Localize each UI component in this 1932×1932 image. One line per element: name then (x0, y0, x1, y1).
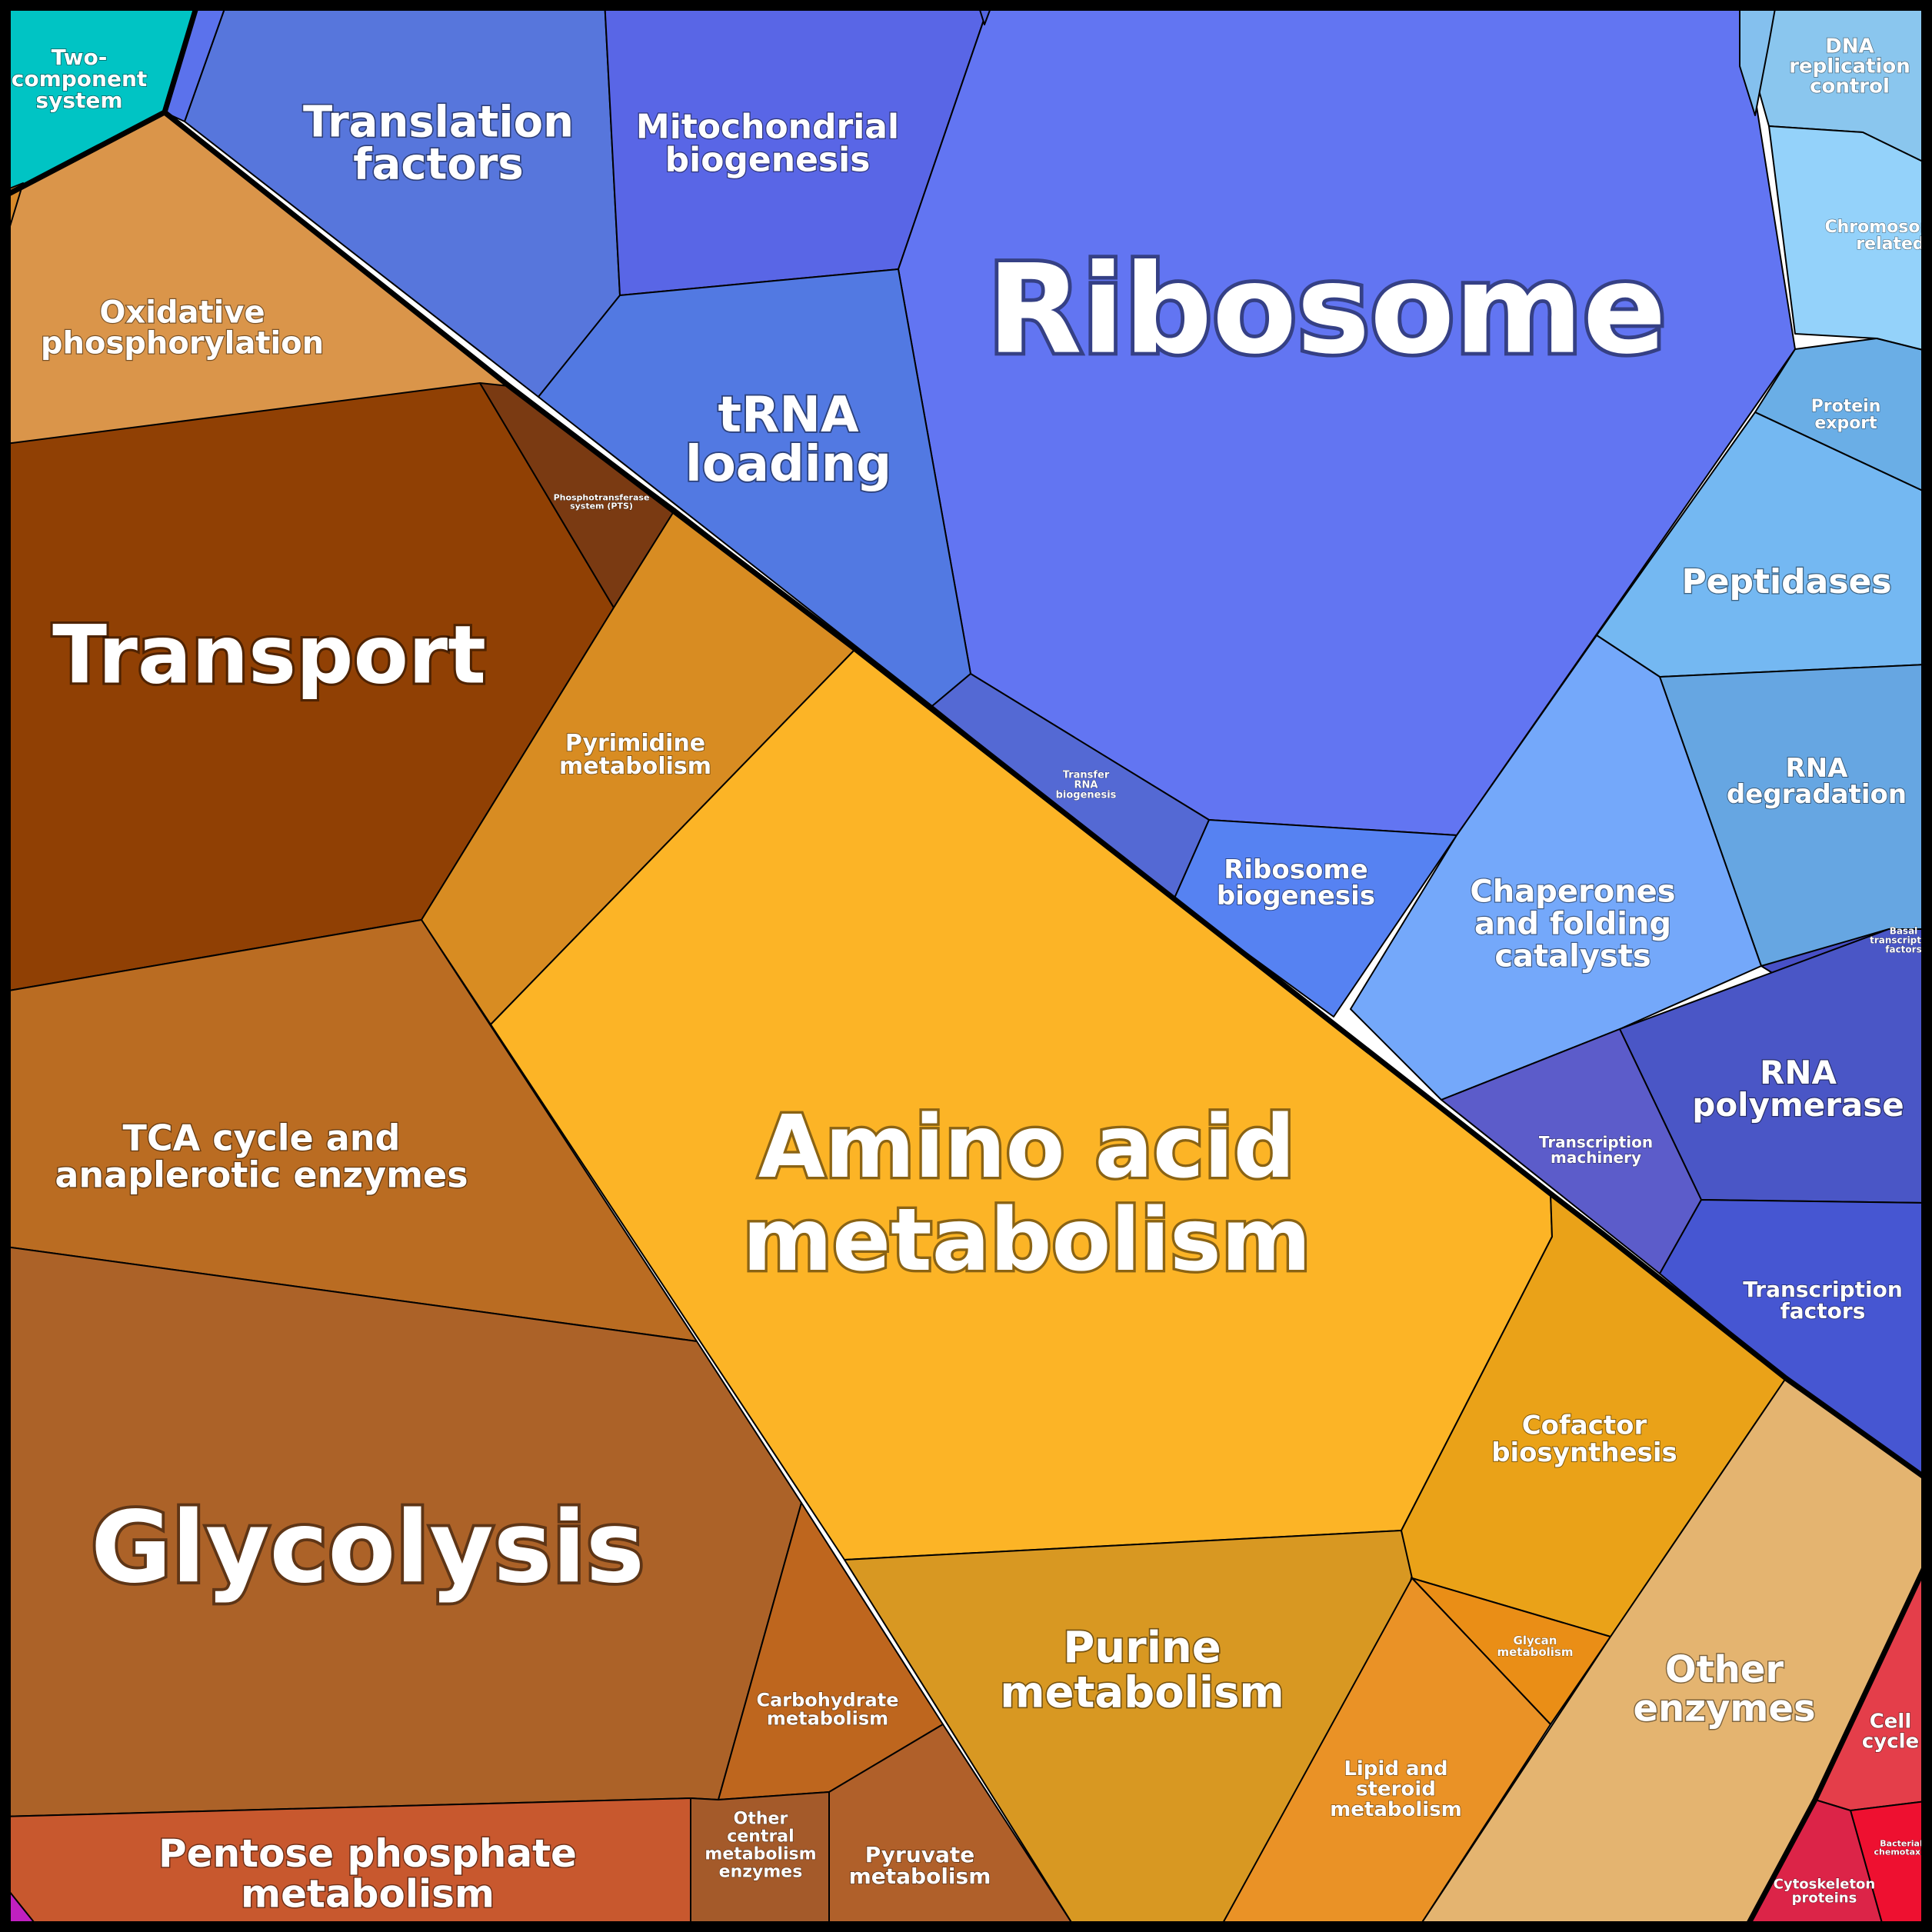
label-pyruvate-metabolism: Pyruvate metabolism (849, 1842, 991, 1889)
label-oxidative-phosphorylation: Oxidative phosphorylation (41, 295, 324, 361)
label-translation-factors: Translation factors (303, 98, 574, 190)
label-amino-acid-metabolism: Amino acid metabolism (742, 1098, 1311, 1291)
label-mitochondrial-biogenesis: Mitochondrial biogenesis (636, 107, 899, 179)
label-pyrimidine-metabolism: Pyrimidine metabolism (559, 730, 711, 780)
label-rna-polymerase: RNA polymerase (1692, 1054, 1904, 1124)
label-chaperones: Chaperones and folding catalysts (1470, 874, 1675, 974)
label-protein-export: Protein export (1811, 397, 1881, 433)
group-border-3 (1744, 1563, 1929, 1927)
label-phosphotransferase-system: Phosphotransferase system (PTS) (554, 492, 650, 511)
label-trna-loading: tRNA loading (685, 387, 891, 493)
label-glycolysis: Glycolysis (91, 1491, 645, 1605)
label-transcription-machinery: Transcription machinery (1539, 1133, 1653, 1167)
label-cytoskeleton-proteins: Cytoskeleton proteins (1774, 1876, 1876, 1906)
label-carbohydrate-metabolism: Carbohydrate metabolism (756, 1690, 898, 1730)
label-lipid-and-steroid-metabolism: Lipid and steroid metabolism (1330, 1757, 1462, 1821)
label-basal-transcription-factors: Basal transcription factors (1870, 925, 1932, 954)
label-transfer-rna-biogenesis: Transfer RNA biogenesis (1056, 770, 1117, 801)
label-transcription-factors: Transcription factors (1743, 1277, 1903, 1324)
label-pentose-phosphate-metabolism: Pentose phosphate metabolism (158, 1831, 577, 1917)
label-bacterial-chemotaxis: Bacterial chemotaxis (1874, 1838, 1929, 1857)
label-other-central-metabolism-enzymes: Other central metabolism enzymes (705, 1809, 816, 1881)
label-ribosome-biogenesis: Ribosome biogenesis (1217, 854, 1375, 911)
group-border-1 (162, 110, 1928, 1481)
label-cofactor-biosynthesis: Cofactor biosynthesis (1491, 1410, 1677, 1468)
label-cell-cycle: Cell cycle (1862, 1710, 1919, 1753)
label-glycan-metabolism: Glycan metabolism (1497, 1634, 1574, 1659)
label-ribosome: Ribosome (988, 238, 1667, 381)
label-two-component-system: Two-component system (12, 45, 148, 113)
label-tca-cycle: TCA cycle and anaplerotic enzymes (55, 1117, 468, 1195)
label-rna-degradation: RNA degradation (1727, 753, 1907, 810)
label-chromosome-related: Chromosome-related (1825, 218, 1932, 254)
label-other-enzymes: Other enzymes (1633, 1648, 1815, 1730)
label-transport: Transport (52, 608, 486, 701)
label-purine-metabolism: Purine metabolism (1000, 1623, 1284, 1718)
group-border-2 (0, 0, 202, 202)
label-dna-replication-control: DNA replication control (1789, 35, 1910, 98)
label-peptidases: Peptidases (1681, 562, 1891, 601)
cell-unlabeled-blue-small-2 (1739, 0, 1777, 116)
